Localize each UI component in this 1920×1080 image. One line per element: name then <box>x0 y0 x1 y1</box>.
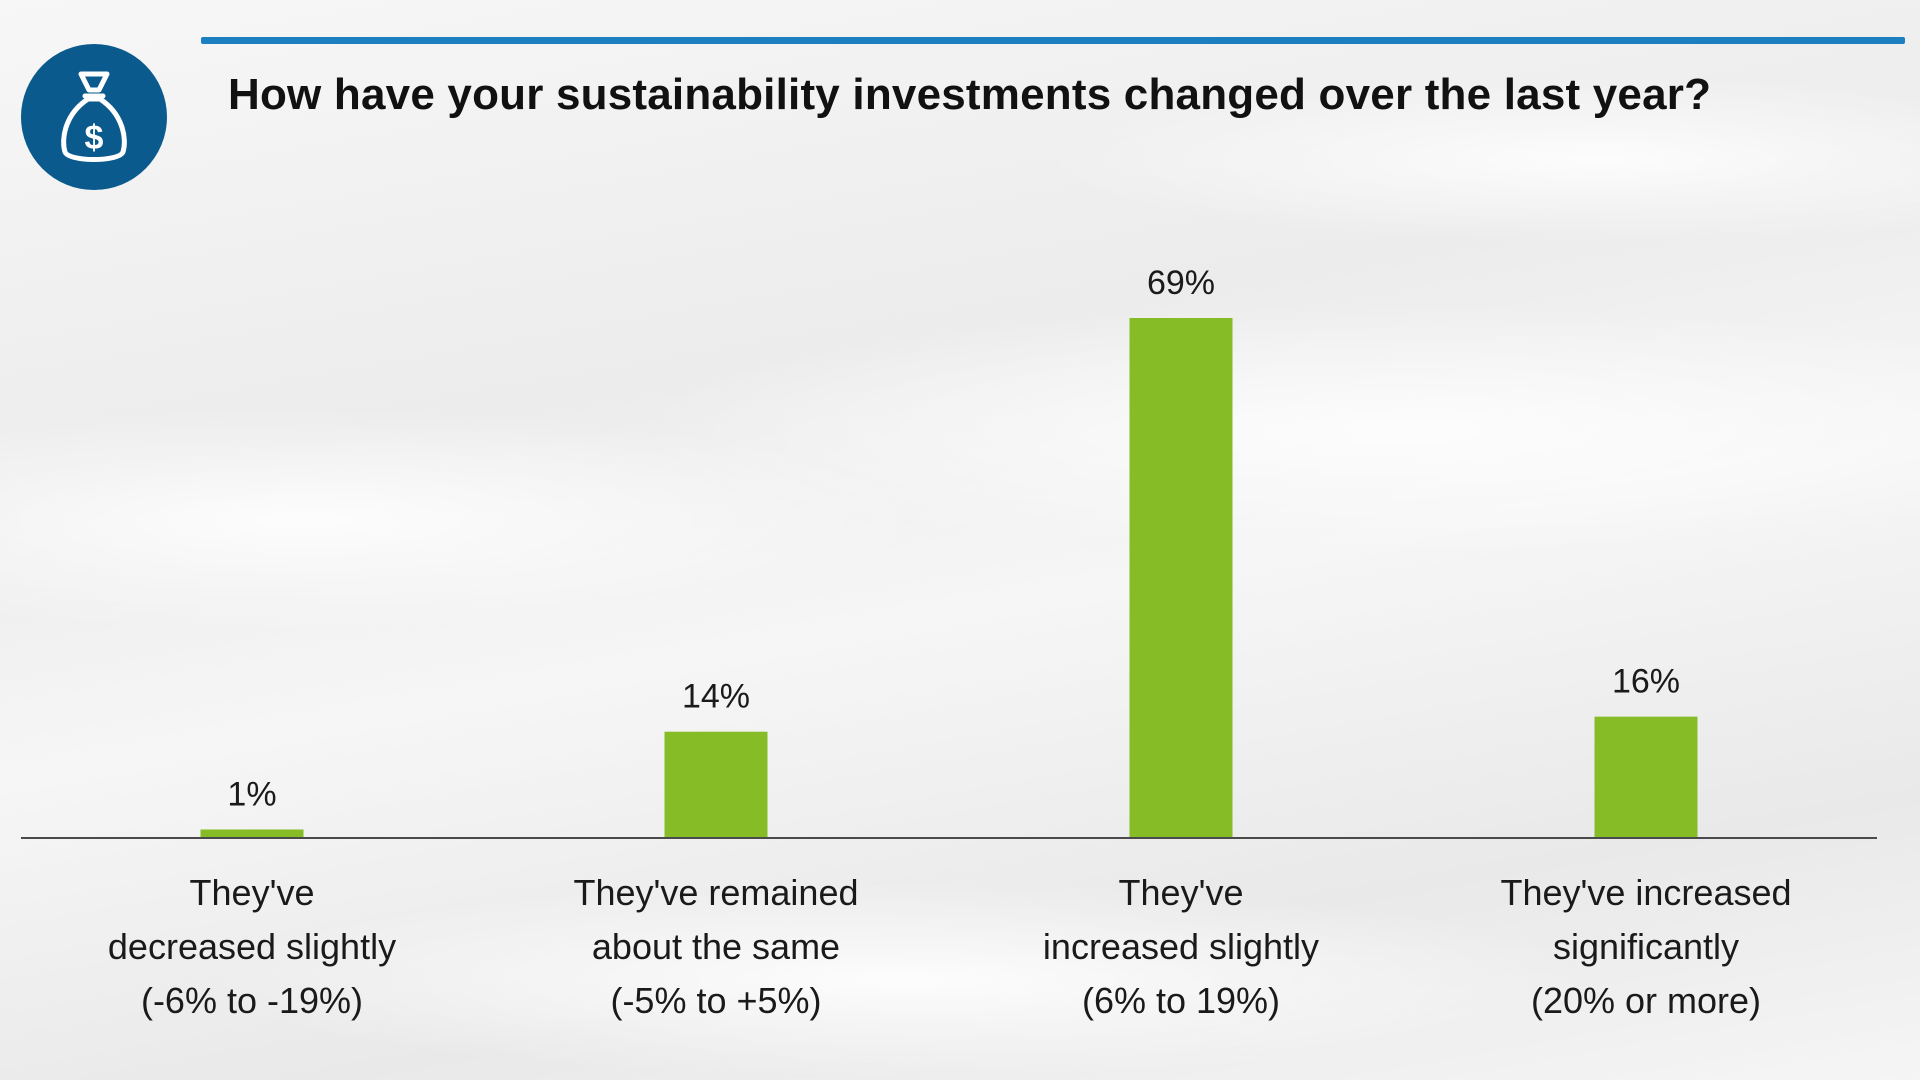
bar-3 <box>1129 318 1233 837</box>
tick-label-2: They've remained about the same (-5% to +5… <box>516 866 916 1028</box>
tick-label-line: increased slightly <box>1042 926 1320 967</box>
header-rule <box>201 37 1905 44</box>
tick-label-line: They've increased <box>1500 872 1792 913</box>
tick-label-line: about the same <box>591 926 841 967</box>
bar-4 <box>1594 716 1698 837</box>
bar-1 <box>200 829 304 837</box>
data-label-3: 69% <box>1147 264 1215 302</box>
tick-label-line: (-6% to -19%) <box>140 980 364 1021</box>
tick-label-line: significantly <box>1552 926 1740 967</box>
tick-label-3: They've increased slightly (6% to 19%) <box>981 866 1381 1028</box>
tick-label-line: They've <box>1118 872 1244 913</box>
money-bag-icon: $ <box>21 44 167 190</box>
tick-label-4: They've increased significantly (20% or mo… <box>1446 866 1846 1028</box>
tick-label-1: They've decreased slightly (-6% to -19%) <box>52 866 452 1028</box>
data-label-4: 16% <box>1612 663 1680 701</box>
data-label-1: 1% <box>227 775 276 813</box>
bar-2 <box>664 731 768 837</box>
tick-label-line: (6% to 19%) <box>1081 980 1281 1021</box>
tick-label-line: They've <box>189 872 315 913</box>
page-title: How have your sustainability investments… <box>228 70 1712 119</box>
tick-label-line: (20% or more) <box>1530 980 1762 1021</box>
data-label-2: 14% <box>682 678 750 716</box>
dollar-symbol: $ <box>85 119 104 157</box>
money-bag-icon-graphic: $ <box>61 71 127 162</box>
tick-label-line: decreased slightly <box>107 926 397 967</box>
tick-label-line: (-5% to +5%) <box>610 980 822 1021</box>
tick-label-line: They've remained <box>573 872 859 913</box>
